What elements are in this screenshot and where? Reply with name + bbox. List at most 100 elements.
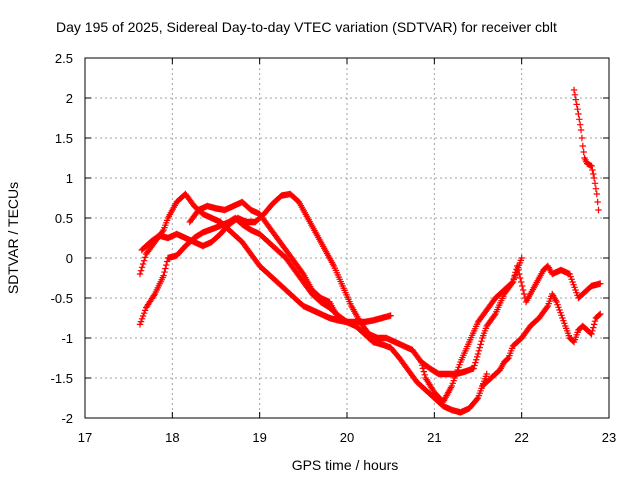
y-tick-label: -1: [61, 331, 73, 346]
data-point: [387, 312, 394, 319]
data-point: [588, 162, 595, 170]
data-point: [138, 315, 146, 322]
data-point: [593, 190, 600, 198]
data-point: [515, 266, 522, 274]
data-point: [576, 116, 583, 123]
data-point: [163, 258, 171, 265]
data-point: [138, 264, 146, 271]
data-point: [578, 134, 586, 142]
series-track-e: [418, 262, 604, 406]
data-point: [543, 304, 551, 311]
data-point: [518, 254, 525, 262]
data-point: [575, 110, 582, 118]
data-point: [514, 262, 521, 270]
data-point: [475, 347, 483, 354]
data-point: [477, 341, 484, 348]
data-point: [471, 362, 478, 369]
data-point: [139, 312, 147, 320]
series-track-f: [479, 290, 604, 390]
data-point: [511, 272, 518, 279]
data-point: [520, 290, 528, 298]
data-point: [590, 321, 598, 328]
data-point: [136, 270, 144, 278]
data-point: [573, 101, 580, 108]
data-point: [418, 362, 426, 369]
data-point: [590, 170, 597, 178]
y-tick-label: 2.5: [55, 51, 73, 66]
x-tick-label: 20: [340, 430, 354, 445]
data-point: [141, 307, 149, 314]
data-point: [591, 318, 599, 325]
data-point: [160, 272, 167, 279]
data-point: [518, 282, 526, 290]
y-axis-label: SDTVAR / TECUs: [5, 182, 21, 294]
data-point: [517, 274, 524, 282]
data-point: [141, 254, 149, 261]
data-point: [572, 96, 580, 103]
y-tick-label: 1.5: [55, 131, 73, 146]
data-point: [419, 365, 427, 372]
data-point: [474, 350, 482, 358]
data-point: [421, 371, 428, 378]
data-point: [580, 148, 587, 156]
data-point: [597, 280, 604, 287]
data-point: [597, 310, 604, 318]
y-tick-label: -2: [61, 411, 73, 426]
data-point: [588, 330, 595, 338]
x-tick-label: 23: [602, 430, 616, 445]
data-point: [577, 126, 585, 134]
data-point: [594, 198, 601, 206]
data-point: [418, 358, 425, 366]
x-tick-label: 21: [427, 430, 441, 445]
x-tick-label: 18: [165, 430, 179, 445]
data-point: [137, 267, 145, 274]
x-axis-ticks: 17 18 19 20 21 22 23: [78, 58, 616, 445]
data-point: [510, 275, 518, 282]
data-point: [163, 261, 170, 269]
y-tick-label: -1.5: [51, 371, 73, 386]
data-point: [472, 359, 479, 366]
data-point: [161, 268, 168, 276]
data-point: [579, 142, 586, 150]
series-track-b: [136, 190, 394, 326]
data-point: [420, 368, 428, 375]
x-tick-label: 19: [252, 430, 266, 445]
series-track-d: [186, 198, 359, 330]
x-tick-label: 22: [514, 430, 528, 445]
data-point: [483, 370, 490, 378]
y-tick-label: 0: [66, 251, 73, 266]
data-point: [162, 265, 169, 272]
x-axis-label: GPS time / hours: [292, 457, 399, 473]
data-point: [596, 311, 603, 318]
data-point: [590, 324, 597, 331]
data-point: [352, 322, 359, 330]
data-point: [476, 344, 483, 351]
y-tick-label: 2: [66, 91, 73, 106]
data-point: [150, 292, 158, 299]
y-axis-ticks: -2 -1.5 -1 -0.5 0 0.5 1 1.5 2 2.5: [51, 51, 609, 426]
data-markers: [136, 86, 604, 416]
data-point: [590, 174, 598, 182]
data-point: [140, 310, 148, 317]
data-point: [589, 327, 596, 334]
data-point: [570, 86, 578, 94]
y-tick-label: 0.5: [55, 211, 73, 226]
data-point: [592, 185, 600, 192]
y-tick-label: -0.5: [51, 291, 73, 306]
data-point: [519, 286, 527, 294]
data-point: [473, 356, 480, 363]
data-point: [595, 206, 602, 214]
data-point: [491, 312, 498, 319]
data-point: [589, 166, 596, 174]
data-point: [478, 338, 485, 345]
data-point: [576, 121, 584, 128]
data-point: [509, 278, 517, 286]
data-point: [137, 318, 145, 325]
data-point: [516, 270, 523, 278]
data-point: [473, 395, 481, 403]
data-point: [473, 353, 481, 361]
series-track-a: [136, 214, 490, 416]
data-point: [571, 91, 579, 98]
chart-title: Day 195 of 2025, Sidereal Day-to-day VTE…: [56, 19, 557, 35]
